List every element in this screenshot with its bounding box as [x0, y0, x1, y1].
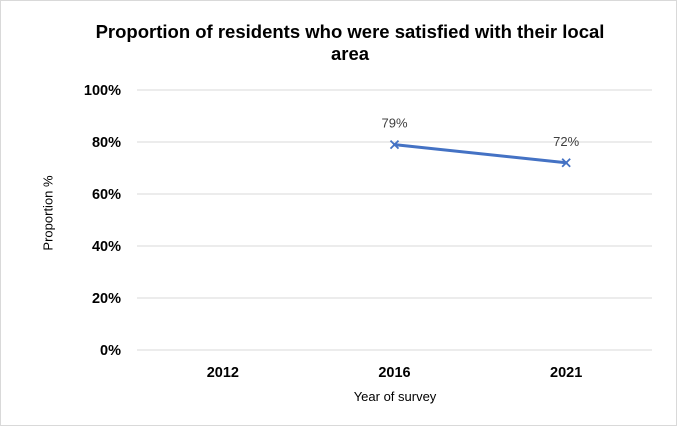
- x-tick-label: 2012: [207, 365, 239, 381]
- x-tick-label: 2016: [378, 365, 410, 381]
- data-point-marker: [389, 139, 400, 150]
- data-label: 72%: [553, 134, 579, 149]
- series-line: [393, 143, 568, 165]
- y-tick-label: 20%: [92, 291, 121, 307]
- data-label: 79%: [381, 116, 407, 131]
- y-tick-label: 60%: [92, 187, 121, 203]
- y-axis-label: Proportion %: [40, 175, 56, 251]
- y-tick-label: 100%: [84, 83, 121, 99]
- y-tick-label: 0%: [100, 343, 121, 359]
- chart-title: Proportion of residents who were satisfi…: [95, 21, 605, 64]
- data-point-marker: [561, 158, 571, 168]
- y-tick-label: 80%: [92, 135, 121, 151]
- y-tick-label: 40%: [92, 239, 121, 255]
- x-axis-label: Year of survey: [353, 389, 437, 404]
- x-tick-label: 2021: [550, 365, 582, 381]
